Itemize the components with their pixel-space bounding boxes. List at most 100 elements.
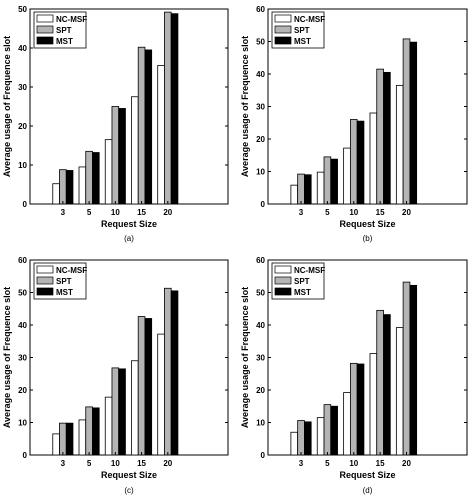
y-axis-label: Average usage of Frequence slot [240,287,250,428]
y-tick-label: 30 [18,83,27,92]
bar-nc-msf-3 [290,184,299,205]
bar-nc-msf-3 [52,433,60,456]
bar-nc-msf-3 [52,183,60,205]
y-tick-label: 10 [18,419,27,428]
bar-mst-5 [330,405,338,456]
x-tick-label: 15 [376,459,385,468]
y-tick-label: 60 [18,256,27,265]
y-tick-label: 0 [261,451,266,460]
x-tick-label: 10 [111,459,120,468]
x-tick-label: 3 [61,459,66,468]
bar-spt-3 [59,422,67,456]
legend-swatch-mst [274,287,292,296]
legend: NC-MSF SPT MST [271,262,325,300]
y-tick-label: 50 [256,38,265,47]
bar-nc-msf-15 [131,360,139,456]
y-tick-label: 40 [256,321,265,330]
bar-nc-msf-10 [343,147,351,205]
y-axis-label: Average usage of Frequence slot [240,36,250,177]
bar-spt-20 [402,281,411,456]
legend-swatch-nc-msf [274,265,292,274]
legend-label-spt: SPT [56,26,72,35]
y-tick-label: 40 [256,70,265,79]
y-tick-label: 30 [256,354,265,363]
bar-mst-3 [304,421,312,456]
legend: NC-MSF SPT MST [271,11,325,49]
y-tick-label: 60 [256,5,265,14]
bar-mst-15 [383,71,391,205]
legend-label-spt: SPT [294,277,310,286]
x-tick-label: 10 [349,208,358,217]
bar-nc-msf-15 [369,112,378,205]
x-tick-label: 5 [87,459,92,468]
x-tick-label: 3 [61,208,66,217]
y-tick-label: 10 [256,419,265,428]
bar-mst-15 [383,314,391,456]
y-tick-label: 40 [18,321,27,330]
bar-nc-msf-20 [395,327,404,456]
x-tick-label: 15 [137,459,146,468]
bar-spt-10 [111,106,120,205]
bar-spt-5 [323,156,332,205]
y-tick-label: 10 [256,168,265,177]
legend-label-nc-msf: NC-MSF [294,15,325,24]
x-axis-label: Request Size [101,470,157,480]
bar-nc-msf-20 [157,333,165,456]
legend-swatch-mst [274,36,292,45]
x-axis-label: Request Size [101,219,157,229]
bar-nc-msf-10 [104,396,113,456]
bar-spt-10 [349,362,358,456]
bar-nc-msf-10 [343,392,351,456]
bar-spt-5 [85,150,93,205]
x-tick-label: 10 [349,459,358,468]
panel-label: (c) [124,486,134,495]
bar-nc-msf-15 [369,353,378,456]
y-tick-label: 50 [18,5,27,14]
panel-label: (d) [363,486,373,495]
bar-nc-msf-5 [78,419,87,456]
x-axis-label: Request Size [339,470,395,480]
legend-swatch-nc-msf [36,14,54,23]
bar-mst-15 [144,318,153,456]
legend-label-nc-msf: NC-MSF [56,15,87,24]
bar-spt-15 [376,309,384,456]
bar-nc-msf-3 [290,431,299,456]
x-tick-label: 20 [163,459,172,468]
y-axis-label: Average usage of Frequence slot [2,36,12,177]
legend-label-nc-msf: NC-MSF [56,266,87,275]
bar-mst-20 [170,13,179,205]
x-axis-label: Request Size [339,219,395,229]
y-tick-label: 30 [18,354,27,363]
bar-spt-15 [376,68,384,205]
bar-spt-3 [297,420,305,456]
bar-spt-20 [402,38,411,205]
legend-label-mst: MST [294,288,311,297]
bar-nc-msf-5 [316,171,325,205]
x-tick-label: 20 [402,459,411,468]
bar-nc-msf-10 [104,139,113,205]
legend-swatch-spt [36,276,54,285]
bar-mst-10 [356,120,365,205]
bar-mst-20 [409,41,418,205]
x-tick-label: 10 [111,208,120,217]
y-tick-label: 60 [256,256,265,265]
bar-mst-5 [92,152,100,205]
legend-swatch-spt [274,276,292,285]
bar-spt-3 [297,173,305,205]
bar-mst-10 [118,108,126,205]
y-tick-label: 20 [256,386,265,395]
panel-label: (a) [124,234,134,243]
bar-mst-5 [92,407,100,456]
bar-mst-3 [65,170,74,205]
bar-mst-3 [304,174,312,205]
legend-swatch-mst [36,36,54,45]
legend-swatch-spt [274,25,292,34]
legend: NC-MSF SPT MST [33,262,87,300]
y-tick-label: 20 [18,386,27,395]
bar-spt-15 [137,316,146,456]
bar-spt-5 [85,406,93,456]
